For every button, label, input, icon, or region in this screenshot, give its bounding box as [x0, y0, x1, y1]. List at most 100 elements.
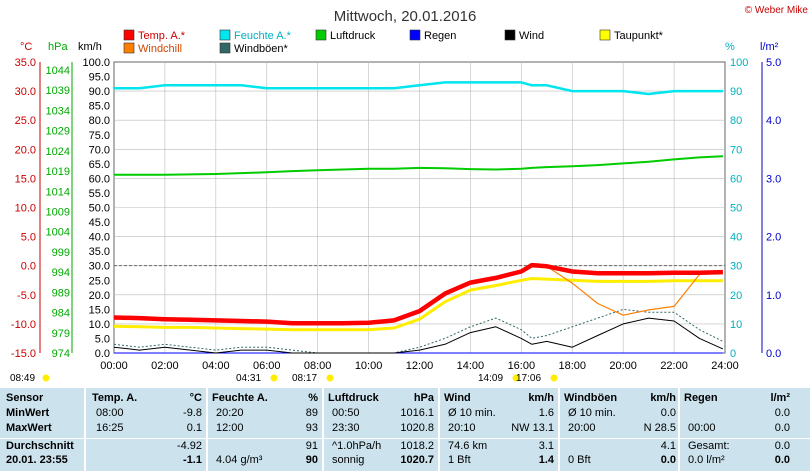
temp-tick-label: 15.0	[15, 173, 36, 185]
hpa-tick-label: 979	[52, 328, 70, 340]
pct-tick-label: 30	[730, 261, 742, 273]
sun-icon	[270, 374, 278, 382]
gust-unit: km/h	[650, 392, 676, 404]
x-tick-label: 06:00	[253, 360, 281, 372]
kmh-tick-label: 0.0	[95, 348, 110, 360]
rain-row-label: Gesamt:	[688, 440, 730, 452]
legend-label: Wind	[519, 30, 544, 42]
temp-row-value: -1.1	[183, 454, 202, 466]
pct-tick-label: 100	[730, 57, 748, 69]
temp-tick-label: -15.0	[11, 348, 36, 360]
x-tick-label: 12:00	[406, 360, 434, 372]
kmh-tick-label: 70.0	[89, 144, 110, 156]
gust-row-value: N 28.5	[643, 422, 676, 434]
chart-grid	[113, 61, 726, 354]
rain-tick-label: 1.0	[766, 290, 781, 302]
rain-row-value: 0.0	[774, 440, 790, 452]
series-line-feuchte-a	[114, 81, 723, 96]
chart-legend: Temp. A.* Feuchte A.* Luftdruck Regen Wind Ta…	[123, 29, 664, 55]
table-column-separator	[84, 388, 86, 471]
hum-header: Feuchte A.	[212, 392, 268, 404]
rain-tick-label: 4.0	[766, 115, 781, 127]
wind-header: Wind	[444, 392, 471, 404]
kmh-tick-label: 85.0	[89, 101, 110, 113]
rain-tick-label: 3.0	[766, 173, 781, 185]
hum-row-value: 90	[305, 454, 318, 466]
legend-label: Luftdruck	[330, 30, 376, 42]
rain-tick-label: 0.0	[766, 348, 781, 360]
gust-row-label: 0 Bft	[568, 454, 591, 466]
sensor-header: Sensor	[6, 392, 44, 404]
press-row-label: sonnig	[332, 454, 365, 466]
temp-row-value: 0.1	[186, 422, 202, 434]
chart-title: Mittwoch, 20.01.2016	[334, 8, 477, 25]
gust-header: Windböen	[564, 392, 618, 404]
x-tick-label: 22:00	[660, 360, 688, 372]
legend-swatch	[315, 29, 327, 41]
sensor-row-label: 20.01. 23:55	[6, 454, 68, 466]
series-line-temp-a	[113, 262, 723, 326]
legend-label: Windböen*	[234, 43, 289, 55]
x-tick-label: 20:00	[609, 360, 637, 372]
hpa-tick-label: 999	[52, 247, 70, 259]
wind-row-label: 20:10	[448, 422, 476, 434]
kmh-tick-label: 90.0	[89, 86, 110, 98]
legend-swatch	[409, 29, 421, 41]
chart-plot-area	[113, 81, 724, 354]
x-tick-label: 16:00	[508, 360, 536, 372]
temp-tick-label: 30.0	[15, 86, 36, 98]
kmh-tick-label: 20.0	[89, 290, 110, 302]
wind-row-value: 3.1	[538, 440, 554, 452]
series-line-wind	[113, 317, 724, 354]
sun-event-label: 04:31	[236, 373, 261, 384]
kmh-tick-label: 40.0	[89, 232, 110, 244]
wind-row-value: 1.6	[538, 407, 554, 419]
temp-row-label: 16:25	[96, 422, 124, 434]
copyright-label: © Weber Mike	[745, 5, 809, 16]
table-column-separator	[678, 388, 680, 471]
kmh-tick-label: 100.0	[82, 57, 110, 69]
table-row-separator	[0, 438, 810, 439]
temp-tick-label: 5.0	[21, 232, 36, 244]
temp-unit-label: °C	[20, 41, 32, 53]
temp-tick-label: 20.0	[15, 144, 36, 156]
temp-header: Temp. A.	[92, 392, 138, 404]
table-column-separator	[558, 388, 560, 471]
gust-row-label: Ø 10 min.	[568, 407, 616, 419]
statistics-table: Sensor MinWert MaxWert Durchschnitt 20.01. 2…	[0, 388, 810, 471]
pct-tick-label: 10	[730, 319, 742, 331]
sensor-row-label: MinWert	[6, 407, 50, 419]
kmh-tick-label: 75.0	[89, 130, 110, 142]
wind-row-label: Ø 10 min.	[448, 407, 496, 419]
hpa-tick-label: 1019	[46, 166, 70, 178]
hum-row-value: 93	[305, 422, 318, 434]
press-row-value: 1018.2	[400, 440, 434, 452]
sun-event-label: 08:49	[10, 373, 35, 384]
rain-tick-label: 2.0	[766, 232, 781, 244]
x-tick-label: 10:00	[355, 360, 383, 372]
pct-tick-label: 40	[730, 232, 742, 244]
gust-row-value: 0.0	[660, 454, 676, 466]
sensor-row-label: MaxWert	[6, 422, 52, 434]
kmh-tick-label: 65.0	[89, 159, 110, 171]
hum-row-value: 91	[305, 440, 318, 452]
legend-swatch	[123, 42, 135, 54]
x-tick-label: 14:00	[457, 360, 485, 372]
temp-row-value: -9.8	[183, 407, 202, 419]
sun-icon	[550, 374, 558, 382]
wind-row-value: NW 13.1	[511, 422, 554, 434]
hpa-tick-label: 974	[52, 348, 70, 360]
hpa-tick-label: 1039	[46, 85, 70, 97]
x-tick-label: 18:00	[558, 360, 586, 372]
legend-swatch	[219, 29, 231, 41]
pct-tick-label: 70	[730, 144, 742, 156]
table-column-separator	[438, 388, 440, 471]
legend-swatch	[504, 29, 516, 41]
legend-label: Regen	[424, 30, 456, 42]
kmh-tick-label: 15.0	[89, 304, 110, 316]
temp-tick-label: 35.0	[15, 57, 36, 69]
sun-events: 08:49 04:31 08:17 14:09 17:06	[10, 373, 558, 384]
kmh-tick-label: 30.0	[89, 261, 110, 273]
rain-row-value: 0.0	[774, 422, 790, 434]
hpa-tick-label: 1029	[46, 126, 70, 138]
